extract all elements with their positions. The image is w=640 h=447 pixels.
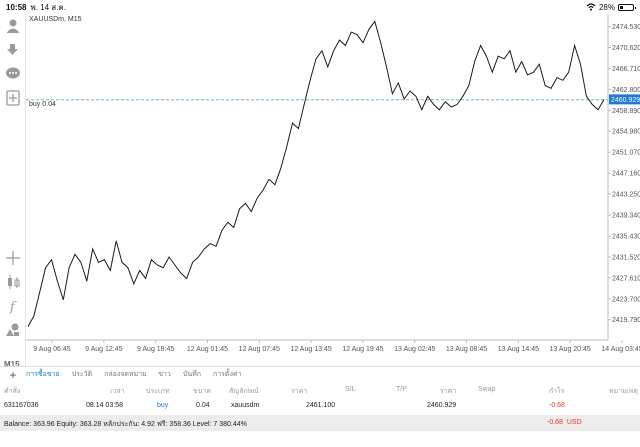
balance-profit: -0.68 USD: [547, 419, 582, 426]
objects-icon[interactable]: [5, 322, 21, 338]
account-icon[interactable]: [5, 18, 21, 34]
balance-bar: Balance: 363.96 Equity: 363.28 หลักประกั…: [0, 415, 640, 431]
header-type: ประเภท: [146, 388, 170, 395]
order-id: 631167036: [4, 402, 39, 409]
order-open-price: 2461.100: [306, 402, 336, 409]
order-size: 0.04: [196, 402, 210, 409]
chart-toolbar: f M15: [0, 14, 26, 369]
header-sl: S/L: [345, 386, 356, 393]
table-row[interactable]: 631167036 08.14 03:58 buy 0.04 xauusdm 2…: [0, 399, 640, 413]
y-tick-label: 2466.710: [612, 66, 640, 73]
x-tick-label: 13 Aug 02:45: [394, 346, 435, 353]
current-price-tag: [609, 94, 640, 105]
order-profit: -0.68: [549, 402, 565, 409]
header-time: เวลา: [110, 388, 125, 395]
balance-currency: USD: [566, 419, 582, 426]
price-chart[interactable]: 2474.530 2470.620 2466.710 2462.800 2458.890…: [26, 14, 640, 366]
x-tick-label: 14 Aug 03:45: [601, 346, 640, 353]
header-order: คำสั่ง: [4, 388, 21, 395]
x-tick-label: 12 Aug 07:45: [239, 346, 280, 353]
tab-news[interactable]: ข่าว: [158, 371, 171, 378]
svg-text:f: f: [9, 300, 17, 314]
y-tick-label: 2439.340: [612, 213, 640, 220]
status-date: พ. 14 ส.ค.: [30, 2, 66, 12]
order-type: buy: [157, 402, 169, 409]
new-chart-icon[interactable]: [5, 90, 21, 106]
x-tick-label: 13 Aug 20:45: [550, 346, 591, 353]
y-tick-label: 2474.530: [612, 24, 640, 31]
add-icon[interactable]: +: [9, 367, 17, 382]
tab-trade[interactable]: การซื้อขาย: [26, 371, 60, 378]
order-time: 08.14 03:58: [86, 402, 123, 409]
balance-profit-value: -0.68: [547, 419, 563, 426]
header-size: ขนาด: [193, 388, 212, 395]
battery-icon: [618, 3, 636, 11]
header-symbol: สัญลักษณ์: [229, 388, 259, 395]
balance-summary: Balance: 363.96 Equity: 363.28 หลักประกั…: [4, 421, 247, 428]
y-tick-label: 2427.610: [612, 275, 640, 282]
buy-line-label: buy 0.04: [29, 101, 56, 108]
indicators-icon[interactable]: f: [5, 298, 21, 314]
header-tp: T/P: [396, 386, 407, 393]
tab-history[interactable]: ประวัติ: [71, 371, 93, 378]
y-tick-label: 2458.890: [612, 108, 640, 115]
order-current-price: 2460.929: [427, 402, 457, 409]
x-tick-label: 13 Aug 08:45: [446, 346, 487, 353]
y-tick-label: 2431.520: [612, 254, 640, 261]
y-tick-label: 2443.250: [612, 192, 640, 199]
order-symbol: xauusdm: [231, 402, 260, 409]
orders-table-header: คำสั่ง เวลา ประเภท ขนาด สัญลักษณ์ ราคา S…: [0, 383, 640, 397]
terminal-tabs: + การซื้อขาย ประวัติ กล่องจดหมาย ข่าว บั…: [0, 366, 640, 382]
header-comment: หมายเหตุ: [609, 388, 638, 395]
crosshair-icon[interactable]: [5, 250, 21, 266]
y-tick-label: 2447.160: [612, 171, 640, 178]
y-tick-label: 2435.430: [612, 233, 640, 240]
x-tick-label: 12 Aug 13:45: [290, 346, 331, 353]
tab-journal[interactable]: บันทึก: [182, 371, 201, 378]
x-tick-label: 12 Aug 01:45: [187, 346, 228, 353]
wifi-icon: [586, 3, 596, 11]
y-tick-label: 2470.620: [612, 45, 640, 52]
x-tick-label: 12 Aug 19:45: [342, 346, 383, 353]
x-tick-label: 9 Aug 18:45: [137, 346, 174, 353]
current-price-label: 2460.929: [611, 97, 640, 104]
price-chart-svg: 2474.530 2470.620 2466.710 2462.800 2458.890…: [26, 14, 640, 353]
header-price: ราคา: [291, 388, 308, 395]
order-icon[interactable]: [5, 42, 21, 58]
x-tick-label: 9 Aug 12:45: [85, 346, 122, 353]
y-tick-label: 2419.790: [612, 317, 640, 324]
header-profit: กำไร: [549, 388, 565, 395]
header-current-price: ราคา: [440, 388, 457, 395]
battery-percent: 28%: [598, 2, 615, 12]
y-tick-label: 2451.070: [612, 150, 640, 157]
y-tick-label: 2462.800: [612, 87, 640, 94]
header-swap: Swap: [478, 386, 496, 393]
status-bar: 10:58 พ. 14 ส.ค. 28%: [0, 0, 640, 14]
status-time: 10:58: [6, 2, 27, 12]
chart-symbol-label: XAUUSDm, M15: [29, 16, 82, 23]
x-tick-label: 9 Aug 06:45: [33, 346, 70, 353]
chat-icon[interactable]: [5, 66, 21, 82]
candles-icon[interactable]: [5, 274, 21, 290]
x-tick-label: 13 Aug 14:45: [498, 346, 539, 353]
timeframe-label[interactable]: M15: [4, 360, 20, 369]
status-right: 28%: [586, 2, 636, 12]
price-series-line: [27, 20, 605, 327]
y-tick-label: 2423.700: [612, 296, 640, 303]
y-tick-label: 2454.980: [612, 129, 640, 136]
tab-mailbox[interactable]: กล่องจดหมาย: [104, 371, 147, 378]
tab-settings[interactable]: การตั้งค่า: [212, 371, 242, 378]
